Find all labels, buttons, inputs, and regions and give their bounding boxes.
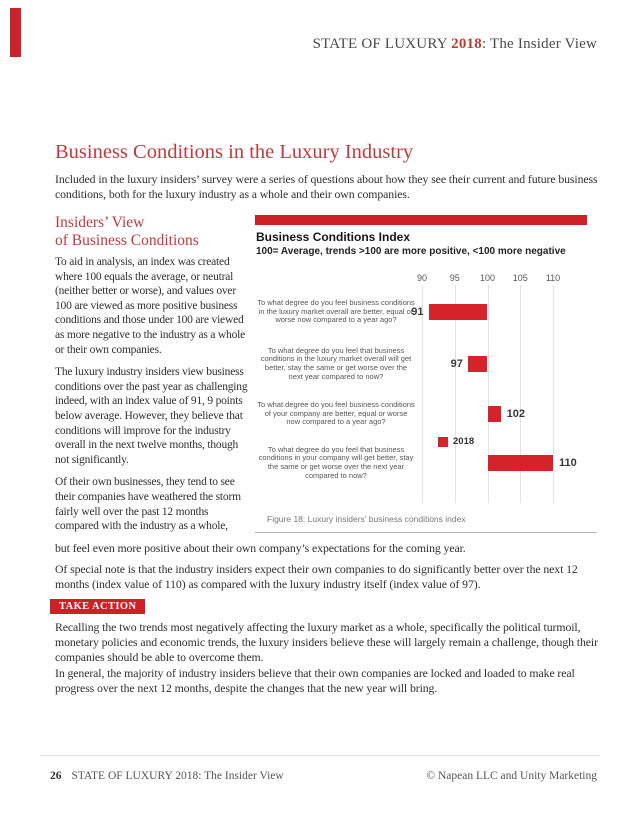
page-header: STATE OF LUXURY 2018: The Insider View <box>313 36 597 53</box>
axis-tick-label: 95 <box>449 273 460 283</box>
section-heading-line2: of Business Conditions <box>55 232 199 249</box>
chart-row: To what degree do you feel that business… <box>255 336 597 392</box>
chart-plot: 90 95 100 105 110 To what degree do you feel … <box>255 271 597 519</box>
chart-row: To what degree do you feel that business… <box>255 436 597 490</box>
bar-value-label: 97 <box>450 358 463 370</box>
continuation-paragraph: but feel even more positive about their … <box>55 541 466 555</box>
business-conditions-chart: Business Conditions Index 100= Average, … <box>255 215 597 537</box>
legend-swatch-2018 <box>438 436 448 447</box>
chart-divider <box>255 532 597 533</box>
footer-left: 26 STATE OF LUXURY 2018: The Insider View <box>50 770 284 782</box>
header-title-suffix: : The Insider View <box>481 36 597 52</box>
bar <box>467 356 488 372</box>
page-corner-mark <box>10 8 21 57</box>
chart-row: To what degree do you feel business cond… <box>255 288 597 336</box>
gridline <box>553 285 554 503</box>
gridline <box>422 285 423 503</box>
axis-tick-label: 110 <box>545 273 561 283</box>
bar-value-label: 102 <box>506 408 525 420</box>
question-label: To what degree do you feel business cond… <box>257 298 415 325</box>
body-paragraph: Of their own businesses, they tend to se… <box>55 476 241 533</box>
chart-row: To what degree do you feel business cond… <box>255 392 597 436</box>
axis-tick-label: 105 <box>512 273 528 283</box>
bar-value-label: 91 <box>411 306 424 318</box>
bar-value-label: 110 <box>559 457 577 469</box>
bar <box>428 304 488 320</box>
figure-caption: Figure 18: Luxury insiders’ business con… <box>267 514 466 524</box>
footer-report-title: STATE OF LUXURY 2018: The Insider View <box>71 770 284 782</box>
gridline <box>487 285 489 503</box>
article-title: Business Conditions in the Luxury Indust… <box>55 141 414 163</box>
left-column: To aid in analysis, an index was created… <box>55 255 252 542</box>
section-heading: Insiders’ View of Business Conditions <box>55 214 199 250</box>
page-number: 26 <box>50 770 62 782</box>
header-title-prefix: STATE OF LUXURY <box>312 36 452 52</box>
special-note-paragraph: Of special note is that the industry ins… <box>55 562 578 591</box>
chart-header-bar <box>255 215 587 225</box>
question-label: To what degree do you feel that business… <box>258 444 414 480</box>
footer-rule <box>40 755 600 756</box>
body-paragraph: The luxury industry insiders view busine… <box>55 366 248 466</box>
take-action-badge: TAKE ACTION <box>50 599 146 614</box>
header-title-year: 2018 <box>451 36 482 52</box>
chart-legend: 2018 <box>438 436 474 447</box>
chart-title: Business Conditions Index <box>256 230 411 244</box>
bar <box>487 406 501 422</box>
legend-label: 2018 <box>453 436 475 447</box>
question-label: To what degree do you feel business cond… <box>257 400 415 427</box>
footer-copyright: © Napean LLC and Unity Marketing <box>426 770 597 782</box>
axis-tick-label: 100 <box>479 273 496 283</box>
chart-subtitle: 100= Average, trends >100 are more posit… <box>256 246 566 257</box>
axis-tick-label: 90 <box>416 273 427 283</box>
gridline <box>520 285 522 503</box>
body-paragraph: To aid in analysis, an index was created… <box>55 256 246 356</box>
question-label: To what degree do you feel that business… <box>260 345 412 381</box>
body-paragraph: Recalling the two trends most negatively… <box>55 620 598 664</box>
intro-paragraph: Included in the luxury insiders’ survey … <box>55 172 598 201</box>
bar <box>487 455 553 471</box>
body-paragraph: In general, the majority of industry ins… <box>55 666 575 695</box>
page-footer: 26 STATE OF LUXURY 2018: The Insider View… <box>50 770 597 782</box>
gridline <box>454 285 456 503</box>
section-heading-line1: Insiders’ View <box>55 214 145 231</box>
